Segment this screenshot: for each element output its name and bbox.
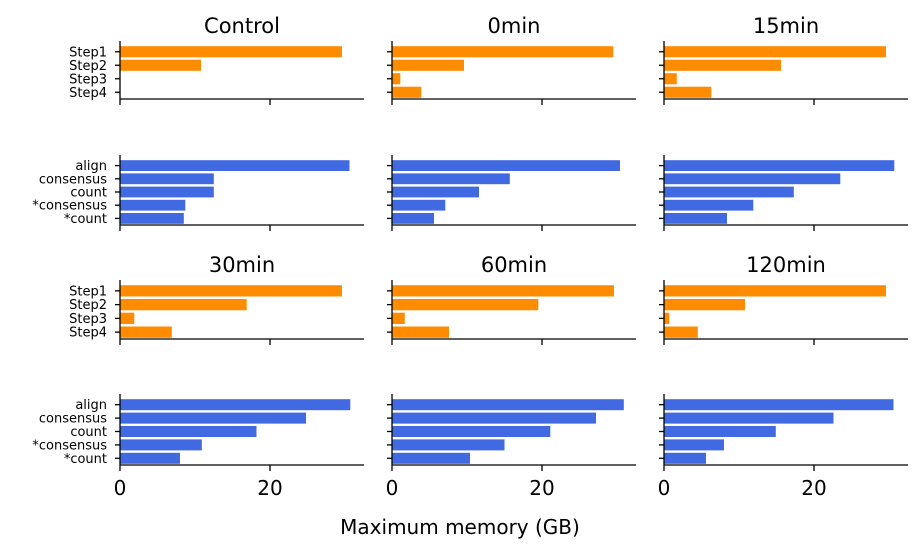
bar xyxy=(392,285,614,297)
y-tick-label: Step2 xyxy=(69,298,107,313)
panel-title: 15min xyxy=(753,14,819,38)
y-tick-label: align xyxy=(75,398,107,413)
bar xyxy=(392,312,405,324)
bar xyxy=(392,439,505,451)
bar xyxy=(392,173,510,185)
bar xyxy=(392,199,446,211)
y-tick-label: count xyxy=(70,186,107,201)
bar xyxy=(392,59,464,71)
panel-title: Control xyxy=(204,14,280,38)
x-axis-label: Maximum memory (GB) xyxy=(340,515,580,539)
x-tick-label: 0 xyxy=(386,476,399,500)
bar xyxy=(392,160,620,171)
y-tick-label: Step1 xyxy=(69,45,107,60)
bar xyxy=(664,312,670,324)
bar xyxy=(120,326,172,338)
bar xyxy=(392,73,401,85)
bar xyxy=(120,452,180,464)
panel-2: 15min xyxy=(659,14,908,105)
bar xyxy=(120,213,184,224)
bar xyxy=(120,285,342,297)
x-tick-label: 20 xyxy=(801,476,826,500)
bar xyxy=(664,160,895,171)
bar xyxy=(392,412,596,424)
panel-5 xyxy=(659,155,908,231)
bar xyxy=(664,439,724,451)
bar xyxy=(664,86,712,98)
x-tick-label: 20 xyxy=(257,476,282,500)
y-tick-label: Step1 xyxy=(69,284,107,299)
bar xyxy=(392,452,470,464)
bar xyxy=(120,59,201,71)
bar xyxy=(120,173,214,185)
bar xyxy=(392,326,449,338)
bar xyxy=(392,399,624,411)
y-tick-label: *consensus xyxy=(32,199,107,214)
bar xyxy=(664,452,706,464)
bar xyxy=(120,46,342,58)
bar xyxy=(392,86,422,98)
bar xyxy=(120,299,247,311)
y-tick-label: Step3 xyxy=(69,72,107,87)
x-tick-label: 20 xyxy=(529,476,554,500)
bar xyxy=(120,160,350,171)
panel-title: 0min xyxy=(488,14,541,38)
x-tick-label: 0 xyxy=(658,476,671,500)
y-tick-label: *count xyxy=(64,212,107,227)
y-tick-label: *count xyxy=(64,452,107,467)
bar xyxy=(120,186,214,198)
bar xyxy=(664,426,776,437)
bar xyxy=(664,73,677,85)
bar xyxy=(664,213,727,224)
bar xyxy=(664,46,886,58)
x-tick-label: 0 xyxy=(114,476,127,500)
bar xyxy=(664,412,834,424)
y-tick-label: count xyxy=(70,425,107,440)
bar xyxy=(664,299,745,311)
panel-11: 0 20 xyxy=(658,394,908,500)
bar xyxy=(392,46,614,58)
panel-title: 60min xyxy=(481,253,547,277)
panel-title: 30min xyxy=(209,253,275,277)
panel-8: 120min xyxy=(659,253,908,345)
bar xyxy=(664,173,841,185)
bar xyxy=(392,299,539,311)
panel-1: 0min xyxy=(387,14,636,105)
bar xyxy=(120,412,306,424)
bar xyxy=(120,439,202,451)
panel-title: 120min xyxy=(746,253,826,277)
panel-4 xyxy=(387,155,636,231)
panel-10: 0 20 xyxy=(386,394,636,500)
y-tick-label: Step4 xyxy=(69,86,107,101)
y-tick-label: *consensus xyxy=(32,438,107,453)
bar xyxy=(392,213,434,224)
bar xyxy=(392,426,551,437)
bar xyxy=(120,199,186,211)
bar xyxy=(392,186,479,198)
y-tick-label: Step2 xyxy=(69,59,107,74)
bar xyxy=(120,426,257,437)
bar xyxy=(120,399,351,411)
bar xyxy=(664,59,781,71)
bar xyxy=(664,399,894,411)
bar xyxy=(664,186,794,198)
bar xyxy=(664,199,754,211)
y-tick-label: consensus xyxy=(39,172,107,187)
y-tick-label: Step4 xyxy=(69,326,107,341)
y-tick-label: align xyxy=(75,159,107,174)
panel-7: 60min xyxy=(387,253,636,345)
y-tick-label: consensus xyxy=(39,412,107,427)
bar xyxy=(664,285,886,297)
y-tick-label: Step3 xyxy=(69,312,107,327)
bar xyxy=(664,326,698,338)
bar xyxy=(120,312,135,324)
